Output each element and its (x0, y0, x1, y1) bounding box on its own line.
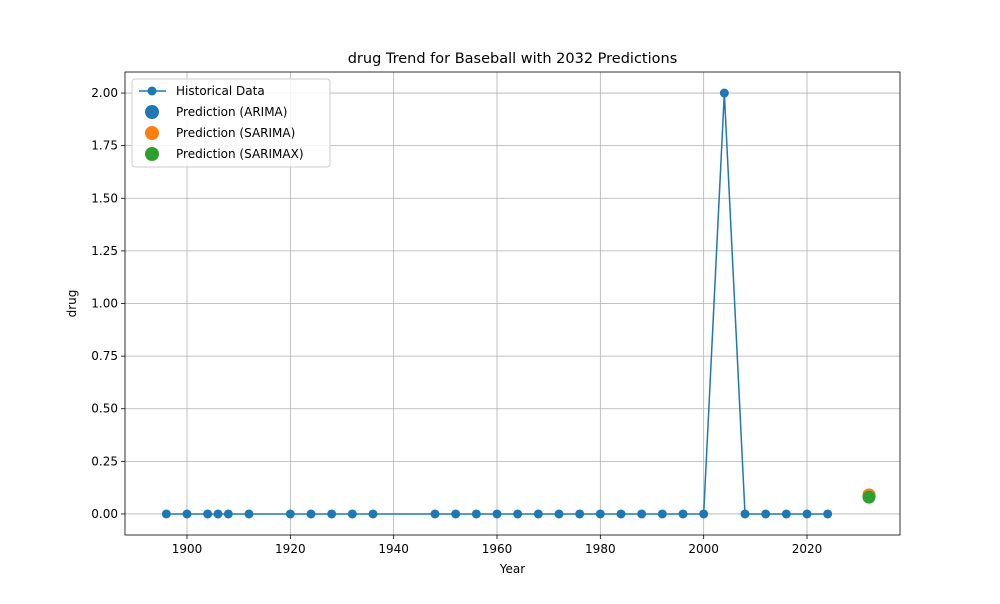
y-tick-label: 2.00 (91, 86, 118, 100)
legend-entry-label: Prediction (ARIMA) (176, 105, 287, 119)
historical-data-point (244, 509, 254, 519)
historical-data-point (213, 509, 223, 519)
historical-data-point (637, 509, 647, 519)
y-tick-label: 0.50 (91, 402, 118, 416)
x-tick-label: 1900 (172, 542, 203, 556)
historical-data-point (678, 509, 688, 519)
historical-data-point (327, 509, 337, 519)
x-tick-label: 2000 (688, 542, 719, 556)
y-tick-label: 0.00 (91, 507, 118, 521)
y-tick-label: 1.25 (91, 244, 118, 258)
legend-marker-swatch (147, 86, 157, 96)
historical-data-point (781, 509, 791, 519)
legend-entry-label: Prediction (SARIMA) (176, 126, 295, 140)
y-tick-label: 1.50 (91, 191, 118, 205)
y-tick-label: 1.00 (91, 297, 118, 311)
historical-data-point (471, 509, 481, 519)
historical-data-point (699, 509, 709, 519)
historical-data-point (823, 509, 833, 519)
legend-entry-label: Prediction (SARIMAX) (176, 147, 304, 161)
legend-marker-swatch (145, 147, 159, 161)
ticks-layer: 1900 1920 1940 1960 1980 2000 2020 0.00 0.25 0.50… (91, 86, 822, 556)
x-tick-label: 2020 (792, 542, 823, 556)
historical-data-point (554, 509, 564, 519)
historical-data-point (575, 509, 585, 519)
y-tick-label: 0.25 (91, 454, 118, 468)
legend-entry-label: Historical Data (176, 84, 265, 98)
prediction-point-prediction-sarimax (862, 490, 876, 504)
historical-data-point (161, 509, 171, 519)
historical-data-point (430, 509, 440, 519)
x-tick-label: 1980 (585, 542, 616, 556)
historical-data-point (368, 509, 378, 519)
x-tick-label: 1940 (378, 542, 409, 556)
legend-box (131, 78, 331, 168)
x-tick-label: 1960 (482, 542, 513, 556)
historical-data-point (761, 509, 771, 519)
historical-data-point (451, 509, 461, 519)
historical-data-point (719, 88, 729, 98)
x-axis-label: Year (499, 562, 525, 576)
y-tick-label: 1.75 (91, 139, 118, 153)
historical-data-point (616, 509, 626, 519)
legend-marker-swatch (145, 126, 159, 140)
historical-data-point (513, 509, 523, 519)
legend-marker-swatch (145, 105, 159, 119)
y-tick-label: 0.75 (91, 349, 118, 363)
historical-data-point (533, 509, 543, 519)
series-layer (161, 88, 876, 519)
historical-data-point (285, 509, 295, 519)
historical-data-point (802, 509, 812, 519)
historical-data-point (657, 509, 667, 519)
historical-data-point (203, 509, 213, 519)
y-axis-label: drug (65, 290, 79, 318)
historical-data-point (492, 509, 502, 519)
historical-data-point (223, 509, 233, 519)
chart-title: drug Trend for Baseball with 2032 Predic… (348, 51, 678, 67)
historical-data-point (595, 509, 605, 519)
historical-data-point (347, 509, 357, 519)
legend: Historical Data Prediction (ARIMA) Predict… (131, 78, 331, 168)
x-tick-label: 1920 (275, 542, 306, 556)
historical-data-point (740, 509, 750, 519)
historical-data-point (306, 509, 316, 519)
historical-data-point (182, 509, 192, 519)
